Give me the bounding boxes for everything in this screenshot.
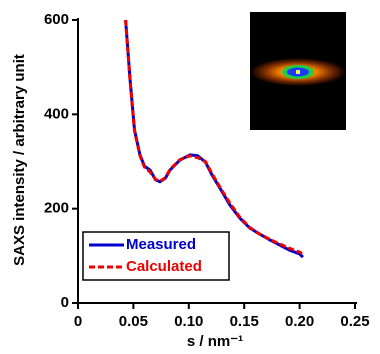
y-axis-label: SAXS intensity / arbitrary unit (11, 54, 28, 266)
x-tick-label: 0.15 (230, 313, 259, 330)
x-tick-label: 0.20 (285, 313, 314, 330)
legend-label: Measured (126, 236, 196, 253)
y-tick-label: 400 (44, 105, 69, 122)
x-tick-label: 0.10 (174, 313, 203, 330)
inset-image (250, 12, 346, 130)
y-tick-label: 600 (44, 11, 69, 28)
chart: SAXS intensity / arbitrary unit s / nm⁻¹… (0, 0, 380, 354)
legend: Measured Calculated (83, 232, 229, 280)
y-tick-label: 200 (44, 200, 69, 217)
legend-label: Calculated (126, 258, 202, 275)
x-tick-label: 0.05 (119, 313, 148, 330)
y-tick-label: 0 (61, 294, 69, 311)
x-tick-label: 0 (74, 313, 82, 330)
x-axis-label: s / nm⁻¹ (187, 333, 243, 350)
x-tick-label: 0.25 (340, 313, 369, 330)
